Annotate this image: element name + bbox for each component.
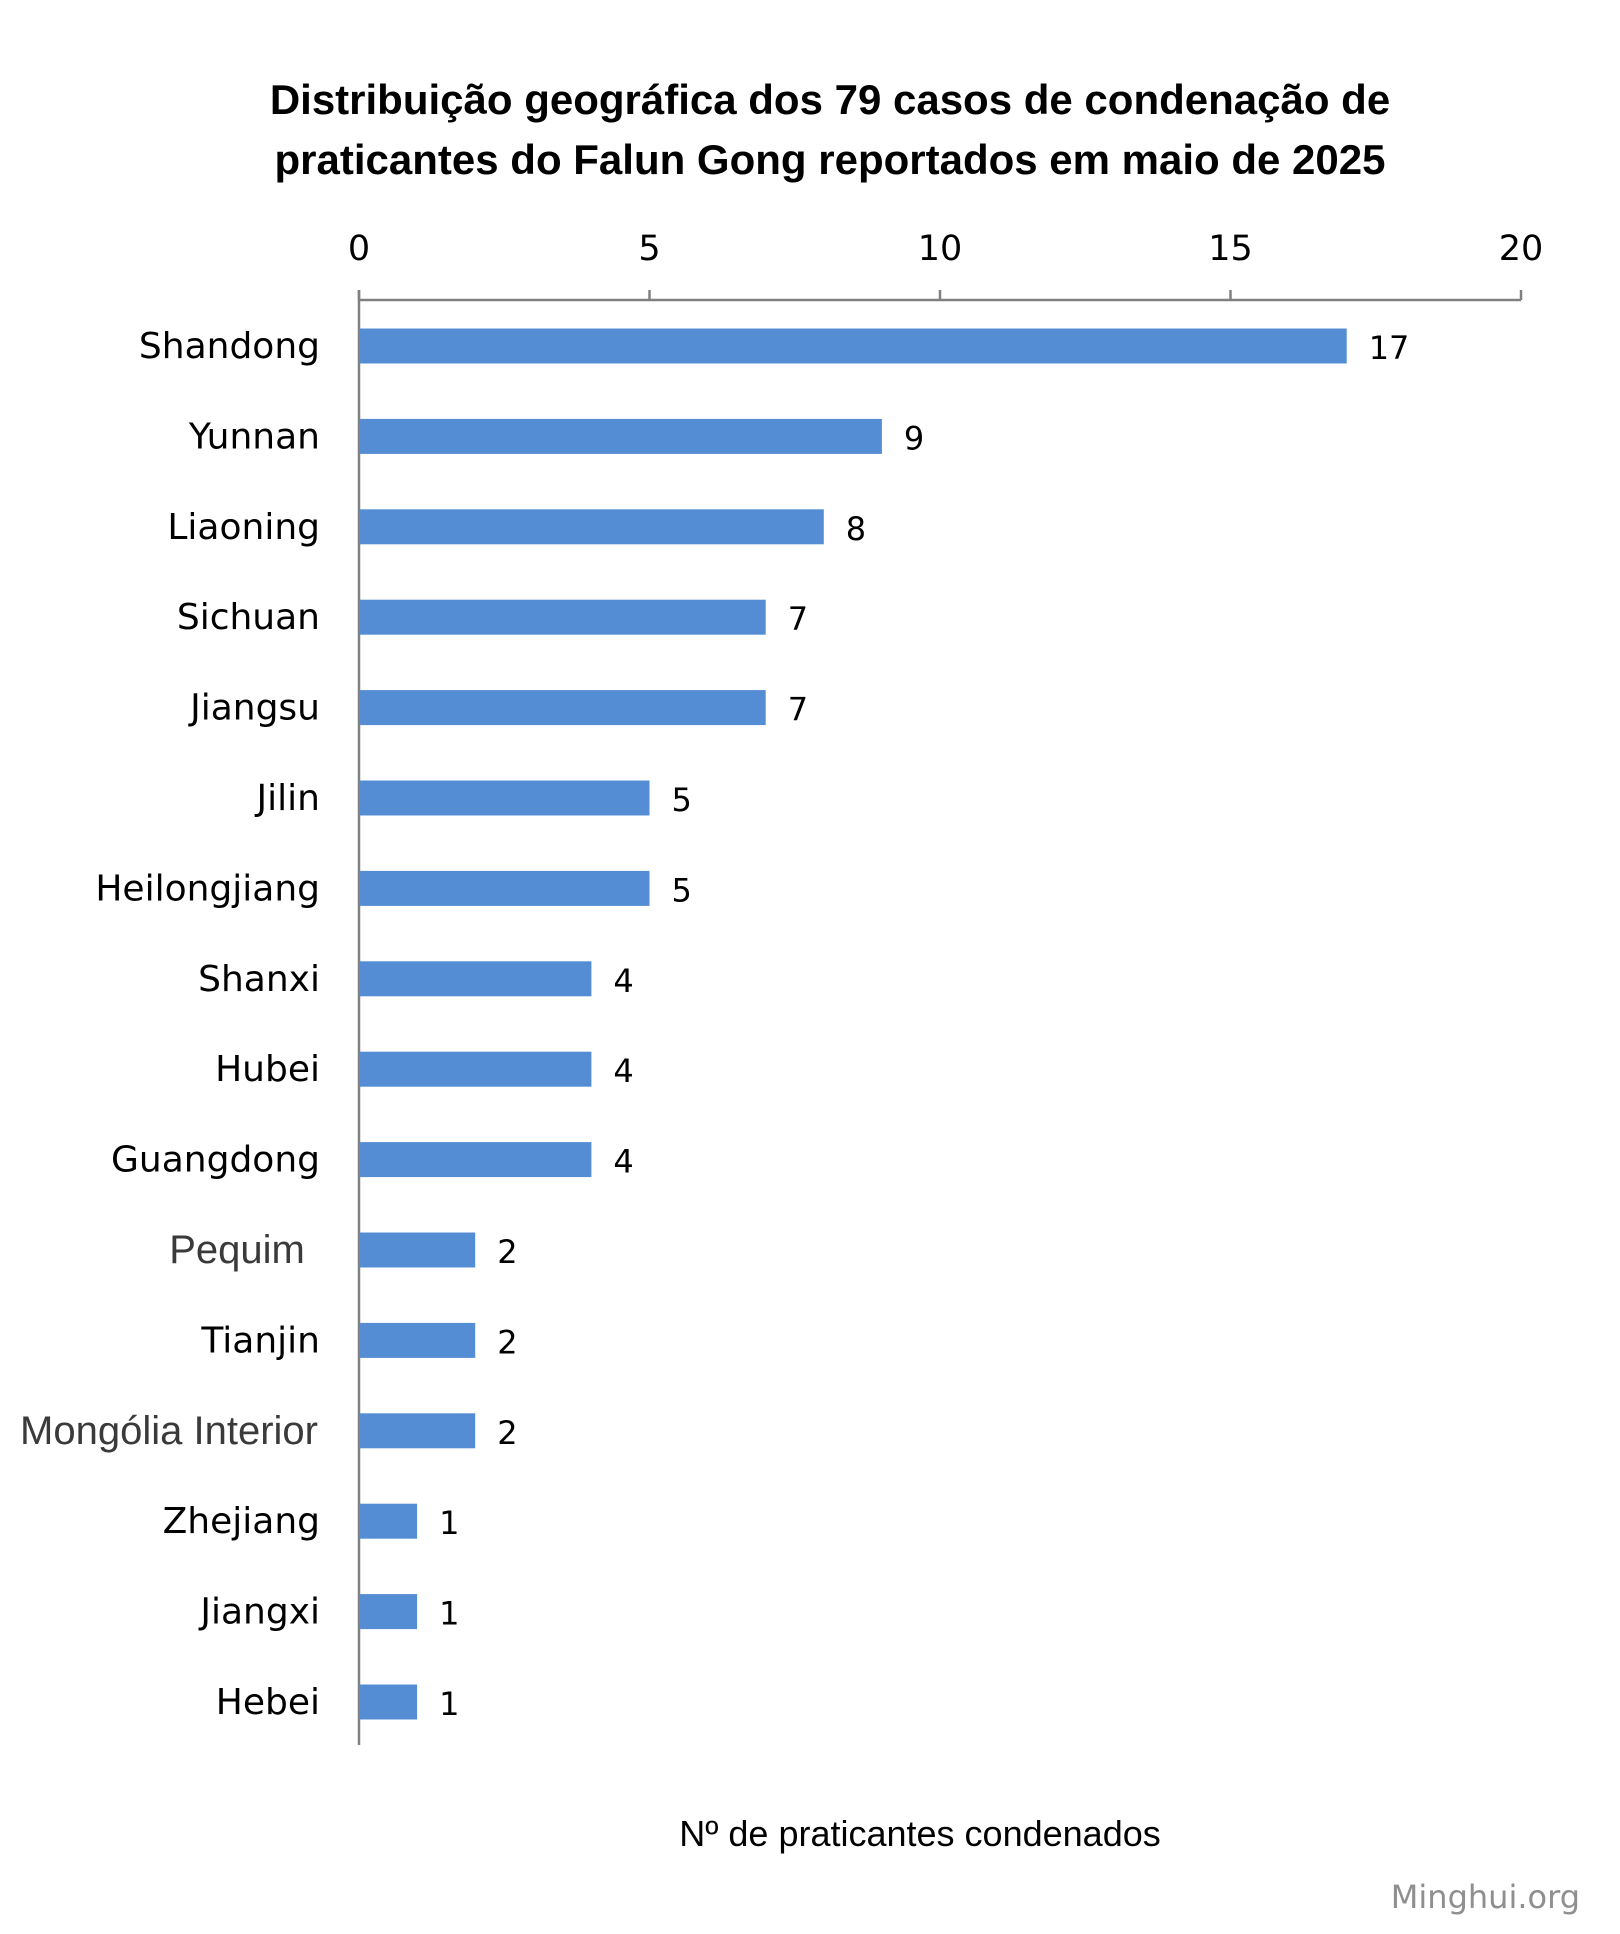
value-label: 2 bbox=[497, 1414, 517, 1452]
category-label: Yunnan bbox=[188, 416, 320, 457]
value-label: 4 bbox=[613, 1052, 633, 1090]
value-label: 5 bbox=[672, 781, 692, 819]
category-label: Shanxi bbox=[198, 959, 320, 1000]
bars bbox=[359, 328, 1347, 1720]
category-label: Mongólia Interior bbox=[20, 1409, 318, 1453]
category-label: Guangdong bbox=[111, 1140, 320, 1181]
value-label: 5 bbox=[672, 871, 692, 909]
bar bbox=[359, 1503, 418, 1539]
bar bbox=[359, 690, 766, 726]
chart-title-line-2: praticantes do Falun Gong reportados em … bbox=[274, 136, 1386, 183]
x-axis-title: Nº de praticantes condenados bbox=[679, 1813, 1161, 1854]
category-label: Jiangsu bbox=[188, 688, 320, 729]
category-label: Heilongjiang bbox=[95, 868, 320, 909]
category-label: Jilin bbox=[255, 778, 320, 819]
value-label: 4 bbox=[613, 962, 633, 1000]
value-label: 7 bbox=[788, 600, 808, 638]
category-label: Zhejiang bbox=[163, 1501, 320, 1542]
chart-title: Distribuição geográfica dos 79 casos de … bbox=[0, 70, 1620, 190]
bar bbox=[359, 780, 650, 816]
bar bbox=[359, 418, 882, 454]
category-label: Sichuan bbox=[177, 597, 320, 638]
bar bbox=[359, 1232, 476, 1268]
bar bbox=[359, 599, 766, 635]
value-label: 2 bbox=[497, 1323, 517, 1361]
x-axis: 0 5 10 15 20 bbox=[348, 229, 1544, 302]
value-label: 8 bbox=[846, 510, 866, 548]
bar bbox=[359, 509, 824, 545]
value-label: 4 bbox=[613, 1143, 633, 1181]
value-label: 1 bbox=[439, 1685, 459, 1723]
value-label: 1 bbox=[439, 1595, 459, 1633]
category-label: Jiangxi bbox=[198, 1592, 320, 1633]
bar bbox=[359, 1142, 592, 1178]
category-labels: Shandong Yunnan Liaoning Sichuan Jiangsu Jili… bbox=[20, 326, 320, 1723]
value-label: 17 bbox=[1369, 329, 1410, 367]
source-credit: Minghui.org bbox=[1390, 1878, 1580, 1916]
value-label: 1 bbox=[439, 1504, 459, 1542]
bar bbox=[359, 1322, 476, 1358]
value-label: 7 bbox=[788, 691, 808, 729]
value-labels: 17 9 8 7 7 5 5 4 4 4 2 2 2 1 1 1 bbox=[439, 329, 1409, 1723]
x-tick-label: 20 bbox=[1499, 229, 1544, 269]
chart-title-line-1: Distribuição geográfica dos 79 casos de … bbox=[269, 76, 1391, 123]
category-label: Tianjin bbox=[200, 1320, 320, 1361]
category-label: Pequim bbox=[169, 1228, 305, 1272]
category-label: Shandong bbox=[139, 326, 320, 367]
bar bbox=[359, 1051, 592, 1087]
value-label: 9 bbox=[904, 419, 924, 457]
bar bbox=[359, 1684, 418, 1720]
category-label: Hubei bbox=[215, 1049, 320, 1090]
category-label: Hebei bbox=[216, 1682, 320, 1723]
bar bbox=[359, 961, 592, 997]
x-tick-label: 10 bbox=[918, 229, 963, 269]
category-label: Liaoning bbox=[167, 507, 320, 548]
x-tick-label: 15 bbox=[1208, 229, 1253, 269]
bar bbox=[359, 1413, 476, 1449]
x-tick-label: 5 bbox=[638, 229, 660, 269]
bar bbox=[359, 870, 650, 906]
x-tick-label: 0 bbox=[348, 229, 370, 269]
value-label: 2 bbox=[497, 1233, 517, 1271]
bar bbox=[359, 1594, 418, 1630]
bar bbox=[359, 328, 1347, 364]
